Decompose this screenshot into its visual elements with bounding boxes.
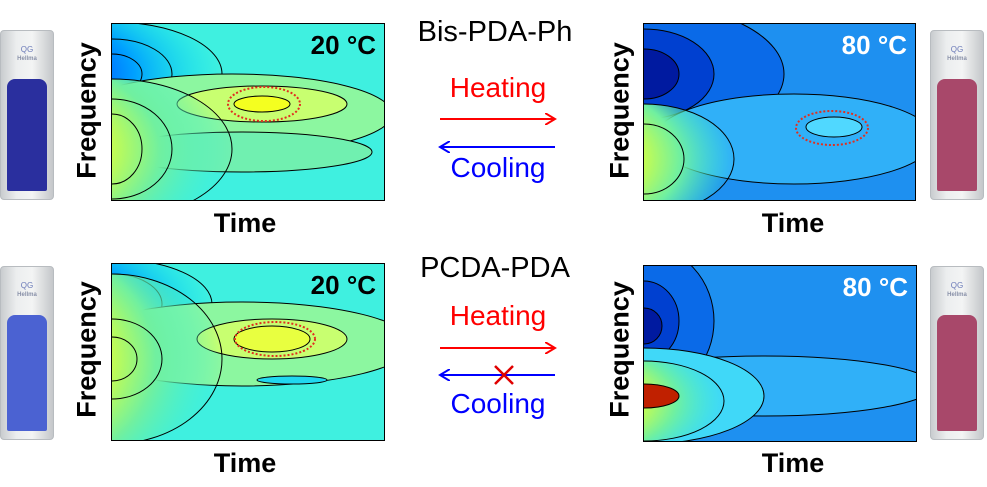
heating-label: Heating [449, 72, 547, 103]
contour-plot-pcda-20c: 20 °C [111, 263, 385, 441]
temperature-label: 20 °C [310, 270, 376, 300]
cuvette-blue-bis-pda-ph: QG Hellma [0, 30, 54, 200]
compound-title: Bis-PDA-Ph [417, 16, 573, 48]
heating-arrow [440, 113, 557, 125]
blue-solution [7, 315, 47, 431]
red-solution [937, 79, 977, 191]
cuvette-brand: Hellma [17, 56, 37, 62]
cuvette-logo: QG [20, 45, 34, 54]
y-axis-label: Frequency [604, 281, 635, 418]
cooling-arrow [438, 141, 555, 153]
cooling-arrow [438, 369, 555, 381]
blue-solution [7, 79, 47, 191]
x-axis-label: Time [213, 208, 277, 238]
cuvette-blue-pcda-pda: QG Hellma [0, 266, 54, 440]
heating-label: Heating [449, 300, 547, 331]
contour-plot-pcda-80c: 80 °C [643, 265, 917, 442]
cuvette-logo: QG [20, 281, 34, 290]
contour-plot-bis-80c: 80 °C [643, 23, 916, 201]
temperature-label: 80 °C [842, 272, 908, 302]
x-axis-label: Time [761, 448, 825, 478]
x-axis-label: Time [213, 448, 277, 478]
highlight-ellipse [227, 86, 301, 122]
cuvette-red-pcda-pda: QG Hellma [930, 266, 984, 440]
cuvette-brand: Hellma [947, 56, 967, 62]
highlight-ellipse [795, 110, 869, 146]
y-axis-label: Frequency [71, 42, 102, 179]
contour-plot-bis-20c: 20 °C [111, 23, 385, 201]
highlight-ellipse [234, 321, 316, 357]
compound-title: PCDA-PDA [420, 252, 570, 284]
x-axis-label: Time [761, 208, 825, 238]
irreversible-cross-icon [494, 365, 514, 385]
heating-arrow [440, 342, 557, 354]
y-axis-label: Frequency [604, 42, 635, 179]
cuvette-logo: QG [950, 281, 964, 290]
cuvette-brand: Hellma [947, 292, 967, 298]
cuvette-brand: Hellma [17, 292, 37, 298]
cuvette-logo: QG [950, 45, 964, 54]
temperature-label: 20 °C [310, 30, 376, 60]
y-axis-label: Frequency [71, 281, 102, 418]
red-solution [937, 315, 977, 431]
cooling-label: Cooling [450, 152, 546, 183]
cuvette-red-bis-pda-ph: QG Hellma [930, 30, 984, 200]
temperature-label: 80 °C [841, 30, 907, 60]
cooling-label: Cooling [450, 388, 546, 419]
